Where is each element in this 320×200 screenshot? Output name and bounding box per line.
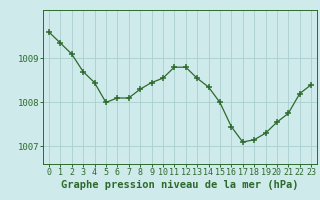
X-axis label: Graphe pression niveau de la mer (hPa): Graphe pression niveau de la mer (hPa): [61, 180, 299, 190]
